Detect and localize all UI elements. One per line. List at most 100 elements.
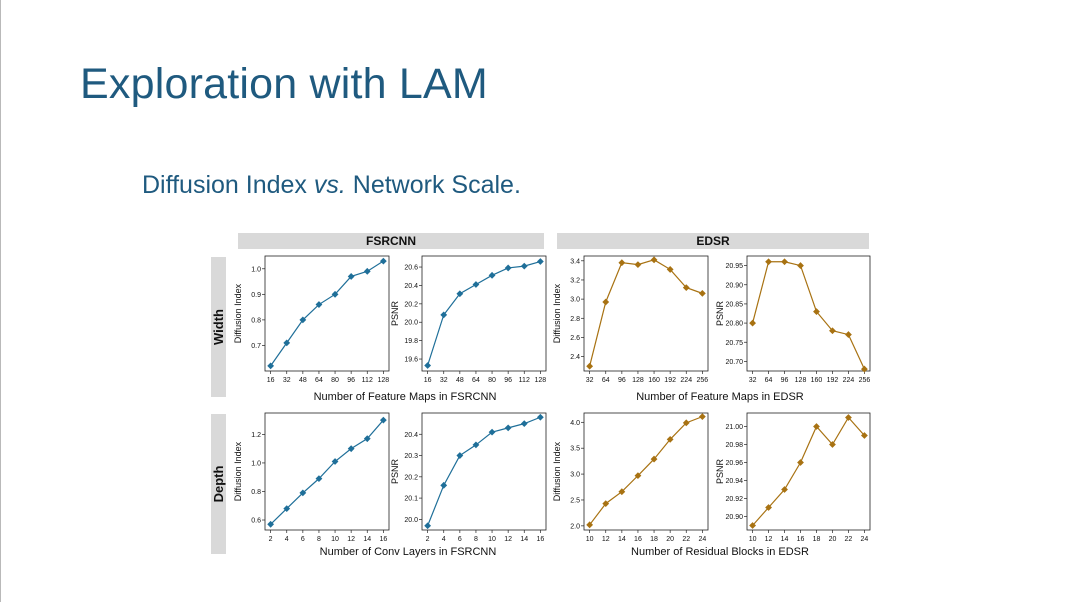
edsr-depth-diffusion-xtick-label: 12 bbox=[602, 536, 610, 543]
fsrcnn-width-diffusion-xtick-label: 48 bbox=[299, 377, 307, 384]
edsr-width-diffusion-series-line bbox=[589, 259, 703, 367]
edsr-width-diffusion-point bbox=[586, 362, 594, 370]
edsr-width-diffusion-point bbox=[634, 261, 642, 269]
edsr-width-psnr-xtick-label: 128 bbox=[795, 377, 807, 384]
fsrcnn-width-psnr-xtick-label: 64 bbox=[472, 377, 480, 384]
fsrcnn-width-psnr-point bbox=[520, 262, 528, 270]
edsr-depth-psnr-point bbox=[797, 459, 804, 466]
edsr-depth-psnr-xtick-label: 14 bbox=[781, 536, 789, 543]
fsrcnn-depth-psnr-ytick-label: 20.1 bbox=[404, 496, 418, 503]
fsrcnn-width-diffusion-ytick-label: 0.7 bbox=[251, 343, 261, 350]
fsrcnn-depth-diffusion-xtick-label: 8 bbox=[317, 536, 321, 543]
edsr-width-psnr-point bbox=[797, 262, 804, 269]
edsr-depth-diffusion-ytick-label: 3.0 bbox=[570, 472, 580, 479]
edsr-width-psnr-ytick-label: 20.95 bbox=[725, 263, 743, 270]
edsr-depth-diffusion-ytick-label: 4.0 bbox=[570, 420, 580, 427]
fsrcnn-width-psnr-plot-frame bbox=[421, 255, 547, 372]
edsr-width-diffusion-ytick-label: 2.8 bbox=[570, 316, 580, 323]
edsr-width-psnr-point bbox=[861, 365, 868, 373]
edsr-width-diffusion-xtick-label: 256 bbox=[697, 377, 709, 384]
edsr-depth-diffusion-point bbox=[650, 455, 658, 463]
edsr-depth-psnr-ytick-label: 20.90 bbox=[725, 514, 743, 521]
fsrcnn-width-psnr-xtick-label: 80 bbox=[488, 377, 496, 384]
fsrcnn-depth-diffusion-series-line bbox=[270, 419, 384, 525]
fsrcnn-width-diffusion-xtick-label: 128 bbox=[378, 377, 390, 384]
fsrcnn-width-diffusion-point bbox=[331, 290, 339, 298]
fsrcnn-width-diffusion-series-line bbox=[270, 260, 384, 367]
fsrcnn-width-diffusion-ytick-label: 1.0 bbox=[251, 266, 261, 273]
width-row-label: Width bbox=[211, 309, 226, 345]
edsr-depth-diffusion-ytick-label: 2.5 bbox=[570, 497, 580, 504]
fsrcnn-depth-psnr-point bbox=[472, 441, 480, 449]
fsrcnn-depth-diffusion-point bbox=[267, 520, 275, 528]
fsrcnn-width-diffusion-xtick-label: 16 bbox=[267, 377, 275, 384]
subtitle-vs: vs. bbox=[313, 171, 346, 199]
fsrcnn-width-diffusion-xtick-label: 64 bbox=[315, 377, 323, 384]
edsr-width-psnr-point bbox=[845, 331, 852, 338]
fsrcnn-depth-psnr-point bbox=[504, 424, 512, 432]
edsr-width-psnr-xtick-label: 256 bbox=[859, 377, 871, 384]
edsr-depth-diffusion-xtick-label: 14 bbox=[618, 536, 626, 543]
edsr-depth-psnr-chart: 20.90 20.92 20.94 20.96 20.98 21.00 10 12 14 16 18… bbox=[715, 412, 871, 543]
edsr-depth-psnr-xtick-label: 20 bbox=[829, 536, 837, 543]
fsrcnn-depth-diffusion-point bbox=[283, 505, 291, 512]
edsr-depth-diffusion-xtick-label: 16 bbox=[634, 536, 642, 543]
fsrcnn-depth-diffusion-point bbox=[331, 458, 339, 465]
edsr-depth-diffusion-xtick-label: 10 bbox=[586, 536, 594, 543]
edsr-depth-psnr-xtick-label: 22 bbox=[845, 536, 853, 543]
edsr-width-psnr-point bbox=[765, 258, 772, 266]
fsrcnn-depth-psnr-xtick-label: 14 bbox=[520, 536, 528, 543]
edsr-depth-psnr-xtick-label: 10 bbox=[749, 536, 757, 543]
edsr-depth-diffusion-point bbox=[618, 488, 626, 496]
fsrcnn-width-diffusion-point bbox=[363, 267, 371, 275]
edsr-width-psnr-xtick-label: 96 bbox=[781, 377, 789, 384]
fsrcnn-width-psnr-point bbox=[536, 258, 544, 265]
edsr-depth-psnr-series-line bbox=[752, 416, 865, 526]
fsrcnn-width-diffusion-point bbox=[283, 339, 291, 347]
edsr-width-diffusion-xtick-label: 224 bbox=[680, 377, 692, 384]
fsrcnn-depth-psnr-ytick-label: 20.3 bbox=[404, 453, 418, 460]
fsrcnn-depth-psnr-ytick-label: 20.2 bbox=[404, 474, 418, 481]
fsrcnn-width-psnr-ytick-label: 20.0 bbox=[404, 320, 418, 327]
fsrcnn-depth-psnr-xtick-label: 12 bbox=[504, 536, 512, 543]
depth-row-bar bbox=[211, 414, 226, 554]
fsrcnn-depth-psnr-point bbox=[424, 522, 432, 530]
edsr-depth-diffusion-point bbox=[602, 500, 610, 507]
edsr-depth-psnr-ytick-label: 21.00 bbox=[725, 424, 743, 431]
fsrcnn-depth-diffusion-ytick-label: 1.0 bbox=[251, 460, 261, 467]
edsr-depth-diffusion-ylabel: Diffusion Index bbox=[552, 441, 562, 501]
edsr-width-diffusion-point bbox=[618, 259, 626, 267]
edsr-depth-diffusion-ytick-label: 2.0 bbox=[570, 523, 580, 530]
edsr-width-diffusion-point bbox=[602, 298, 610, 306]
fsrcnn-width-psnr-xtick-label: 96 bbox=[504, 377, 512, 384]
edsr-width-psnr-point bbox=[781, 258, 788, 266]
edsr-depth-psnr-ylabel: PSNR bbox=[715, 459, 725, 485]
fsrcnn-depth-psnr-plot-frame bbox=[421, 412, 547, 531]
edsr-width-psnr-ytick-label: 20.75 bbox=[725, 340, 743, 347]
edsr-width-diffusion-xtick-label: 160 bbox=[648, 377, 660, 384]
fsrcnn-width-psnr-xtick-label: 128 bbox=[535, 377, 547, 384]
edsr-depth-xlabel: Number of Residual Blocks in EDSR bbox=[631, 546, 809, 558]
edsr-depth-psnr-xtick-label: 12 bbox=[765, 536, 773, 543]
edsr-depth-diffusion-point bbox=[634, 472, 642, 480]
edsr-depth-psnr-point bbox=[781, 486, 788, 493]
edsr-depth-psnr-ytick-label: 20.94 bbox=[725, 478, 743, 485]
edsr-header-label: EDSR bbox=[696, 234, 730, 248]
edsr-depth-diffusion-xtick-label: 20 bbox=[666, 536, 674, 543]
edsr-width-psnr-xtick-label: 192 bbox=[827, 377, 839, 384]
slide-subtitle: Diffusion Index vs. Network Scale. bbox=[142, 171, 521, 200]
fsrcnn-width-psnr-point bbox=[472, 281, 480, 288]
fsrcnn-depth-psnr-point bbox=[440, 481, 448, 489]
edsr-width-diffusion-ytick-label: 2.6 bbox=[570, 335, 580, 342]
edsr-width-xlabel: Number of Feature Maps in EDSR bbox=[636, 391, 804, 403]
slide-left-border bbox=[0, 0, 1, 602]
fsrcnn-depth-psnr-xtick-label: 2 bbox=[426, 536, 430, 543]
fsrcnn-depth-xlabel: Number of Conv Layers in FSRCNN bbox=[320, 546, 497, 558]
fsrcnn-width-diffusion-point bbox=[379, 257, 387, 265]
edsr-width-diffusion-chart: 2.4 2.6 2.8 3.0 3.2 3.4 32 64 96 128 160 192 224 256 D… bbox=[552, 255, 709, 384]
fsrcnn-depth-diffusion-plot-frame bbox=[264, 412, 390, 531]
fsrcnn-depth-diffusion-point bbox=[347, 445, 355, 453]
edsr-width-diffusion-ytick-label: 3.2 bbox=[570, 277, 580, 284]
fsrcnn-depth-diffusion-point bbox=[379, 416, 387, 424]
